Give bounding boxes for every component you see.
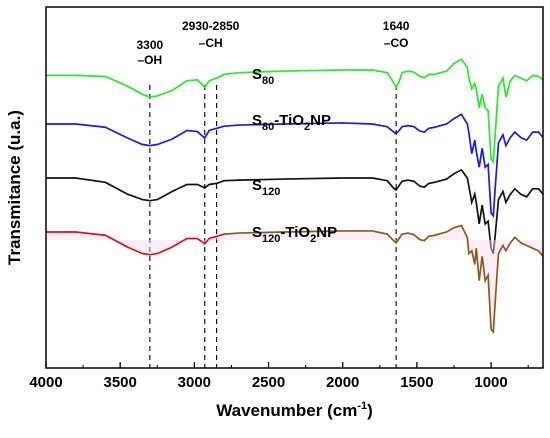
series-label-sub: 80 [262, 75, 274, 87]
x-tick-label-3500: 3500 [103, 374, 136, 391]
y-axis-title: Transmitance (u.a.) [5, 110, 24, 265]
series-label-tail: NP [316, 224, 337, 241]
series-s120 [46, 168, 544, 254]
x-tick-label-1500: 1500 [400, 374, 433, 391]
plot-area [46, 7, 543, 368]
series-label-s120tio2: S120-TiO2NP [252, 224, 337, 245]
series-label-s120: S120 [252, 177, 280, 198]
series-label-suffix-sub: 2 [304, 121, 310, 133]
annotation-ch-value: 2930-2850 [182, 19, 240, 33]
series-label-suffix: -TiO [274, 112, 304, 129]
series-label-main: S [252, 224, 262, 241]
series-line-s120tio2-tail [223, 224, 544, 335]
series-line-s120 [46, 168, 544, 254]
series-label-tail: NP [310, 112, 331, 129]
series-s80tio2 [46, 113, 544, 218]
series-label-s80: S80 [252, 66, 274, 87]
annotation-co-group: –CO [384, 36, 409, 50]
series-label-sub: 120 [262, 233, 280, 245]
series-label-sub: 80 [262, 121, 274, 133]
x-tick-label-1000: 1000 [474, 374, 507, 391]
series-label-main: S [252, 112, 262, 129]
annotation-ch-group: –CH [199, 36, 223, 50]
annotation-oh-group: –OH [138, 53, 163, 67]
series-s80 [46, 58, 544, 164]
x-ticks: 4000 3500 3000 2500 2000 1500 1000 [29, 362, 529, 391]
series-line-s80 [46, 58, 544, 164]
plot-frame [45, 6, 544, 369]
series-label-suffix-sub: 2 [310, 233, 316, 245]
x-tick-label-2500: 2500 [252, 374, 285, 391]
series-label-suffix: -TiO [280, 224, 310, 241]
text-labels: Wavenumber (cm-1) Transmitance (u.a.) 3300… [5, 19, 410, 420]
annotation-lines [149, 85, 397, 368]
series-line-s120tio2 [46, 231, 225, 256]
axes-frame [45, 6, 544, 369]
series-label-main: S [252, 66, 262, 83]
x-axis-title: Wavenumber (cm-1) [216, 400, 373, 420]
x-tick-label-2000: 2000 [326, 374, 359, 391]
series-layer [46, 58, 544, 335]
series-label-sub: 120 [262, 186, 280, 198]
x-axis-title-sup: -1 [357, 400, 367, 412]
series-s120tio2 [46, 224, 544, 335]
plot-background [46, 7, 543, 368]
x-tick-label-3000: 3000 [178, 374, 211, 391]
x-axis-title-close: ) [367, 401, 373, 420]
series-label-main: S [252, 177, 262, 194]
series-line-s80tio2 [46, 113, 544, 218]
series-label-s80tio2: S80-TiO2NP [252, 112, 331, 133]
x-tick-label-4000: 4000 [29, 374, 62, 391]
x-axis-title-main: Wavenumber (cm [216, 401, 357, 420]
annotation-co-value: 1640 [383, 19, 410, 33]
annotation-oh-value: 3300 [136, 38, 163, 52]
